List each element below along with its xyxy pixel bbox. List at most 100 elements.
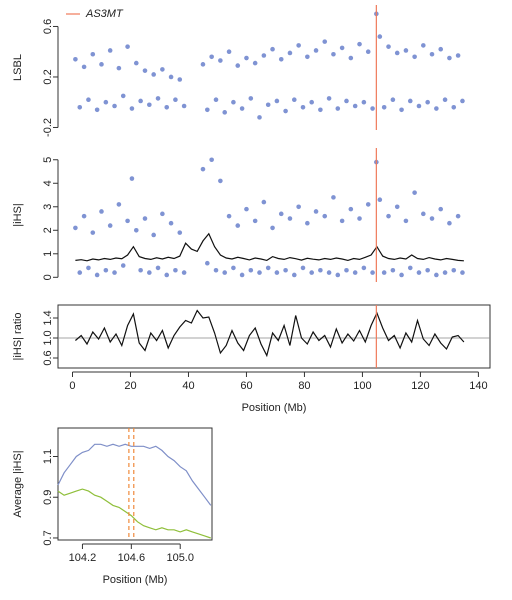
point xyxy=(344,267,349,273)
point xyxy=(133,227,139,233)
x-tick-label: 100 xyxy=(353,380,371,392)
x-tick-label: 60 xyxy=(240,380,252,392)
point xyxy=(322,213,328,219)
point xyxy=(173,97,178,102)
legend-label: AS3MT xyxy=(85,8,124,20)
point xyxy=(270,46,275,52)
point xyxy=(357,216,362,221)
point xyxy=(90,51,96,57)
y-tick-label: 4 xyxy=(42,180,54,186)
y-tick-label: 0.6 xyxy=(42,19,54,34)
x-tick-label: 104.2 xyxy=(69,552,97,564)
x-tick-label: 140 xyxy=(469,380,487,392)
point xyxy=(344,98,349,104)
point xyxy=(252,218,258,224)
point xyxy=(133,60,139,66)
point xyxy=(296,43,301,48)
point xyxy=(403,218,409,224)
point xyxy=(160,67,165,72)
point xyxy=(283,267,288,273)
point xyxy=(278,56,284,62)
point xyxy=(155,96,161,101)
point xyxy=(222,270,228,275)
point xyxy=(103,99,109,105)
point xyxy=(257,115,262,120)
point xyxy=(287,50,293,56)
y-tick-label: 5 xyxy=(42,157,54,163)
point xyxy=(377,197,383,203)
point xyxy=(138,267,143,273)
point xyxy=(226,49,232,55)
point xyxy=(248,267,254,273)
x-tick-label: 105.0 xyxy=(166,552,194,564)
point xyxy=(213,97,219,102)
point xyxy=(125,44,130,49)
point xyxy=(296,204,301,210)
point xyxy=(326,270,332,275)
point xyxy=(442,270,448,275)
plot-box xyxy=(57,304,491,369)
x-axis-label: Position (Mb) xyxy=(103,574,168,586)
point xyxy=(455,53,461,58)
point xyxy=(352,103,358,109)
point xyxy=(377,34,383,39)
point xyxy=(244,206,249,212)
point xyxy=(447,55,452,61)
point xyxy=(164,104,170,110)
point xyxy=(407,98,413,104)
point xyxy=(226,213,232,219)
point xyxy=(213,267,219,273)
point xyxy=(442,97,448,102)
point xyxy=(438,206,444,212)
point xyxy=(81,213,87,219)
point xyxy=(399,107,404,113)
point xyxy=(239,272,245,278)
point xyxy=(155,265,161,271)
point xyxy=(177,77,183,82)
y-tick-label: 0 xyxy=(42,274,54,280)
point xyxy=(94,272,100,278)
point xyxy=(120,263,126,268)
point xyxy=(434,106,439,111)
point xyxy=(209,157,214,163)
point xyxy=(291,272,297,278)
point xyxy=(357,41,362,47)
x-tick-label: 104.6 xyxy=(118,552,146,564)
point xyxy=(322,39,328,44)
point xyxy=(125,218,130,224)
point xyxy=(248,96,254,101)
point xyxy=(270,225,275,231)
y-tick-label: 0.7 xyxy=(42,530,54,545)
point xyxy=(112,103,117,109)
point xyxy=(386,44,391,49)
point xyxy=(274,98,280,104)
x-tick-label: 80 xyxy=(298,380,310,392)
point xyxy=(291,97,297,102)
point xyxy=(205,260,210,266)
point xyxy=(239,106,245,111)
point xyxy=(361,265,367,271)
point xyxy=(451,104,457,110)
point xyxy=(399,272,404,278)
point xyxy=(231,265,236,271)
point xyxy=(455,213,461,219)
point xyxy=(416,103,422,109)
point xyxy=(244,55,249,61)
point xyxy=(339,45,345,51)
y-tick-label: 1 xyxy=(42,251,54,257)
point xyxy=(168,220,174,226)
point xyxy=(300,265,306,271)
point xyxy=(257,270,262,275)
y-tick-label: 1.0 xyxy=(42,330,54,345)
point xyxy=(438,46,444,52)
point xyxy=(160,211,165,217)
point xyxy=(73,225,78,231)
point xyxy=(261,199,267,205)
point xyxy=(348,206,354,212)
point xyxy=(218,178,223,184)
y-axis-label: LSBL xyxy=(12,54,24,81)
point xyxy=(265,265,271,271)
y-tick-label: 2 xyxy=(42,227,54,233)
point xyxy=(305,54,310,60)
point xyxy=(394,50,400,56)
